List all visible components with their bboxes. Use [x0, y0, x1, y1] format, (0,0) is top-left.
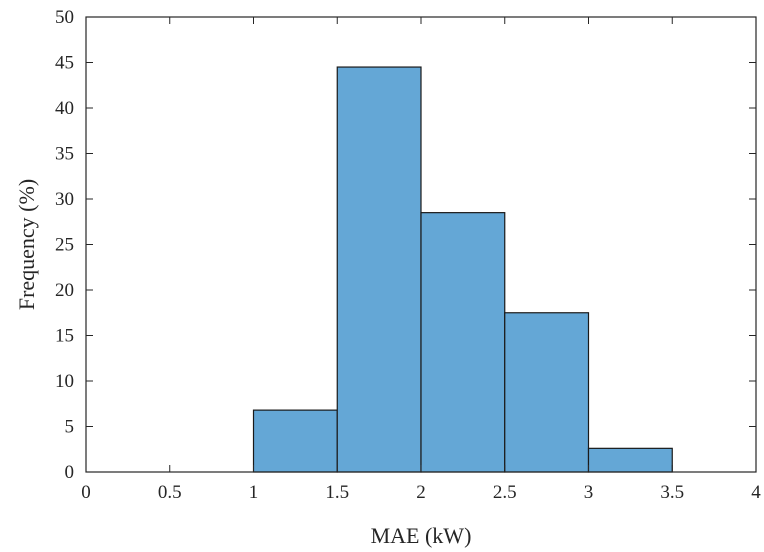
y-tick-label: 45: [55, 53, 74, 74]
x-tick-label: 1.5: [325, 482, 349, 503]
histogram-bar: [587, 447, 673, 473]
histogram-bar: [504, 312, 590, 473]
x-axis-label: MAE (kW): [371, 523, 472, 548]
y-tick-label: 5: [65, 417, 75, 438]
y-tick-label: 20: [55, 280, 74, 301]
y-tick-label: 25: [55, 235, 74, 256]
y-tick-label: 0: [65, 462, 75, 483]
y-tick-label: 35: [55, 144, 74, 165]
y-tick-label: 30: [55, 189, 74, 210]
x-tick-label: 4: [751, 482, 761, 503]
x-tick-label: 0: [81, 482, 91, 503]
x-tick-label: 1: [249, 482, 259, 503]
x-tick-label: 3: [584, 482, 594, 503]
y-tick-label: 40: [55, 98, 74, 119]
x-axis-ticks: 0 0.5 1 1.5 2 2.5 3 3.5 4: [81, 17, 761, 503]
x-tick-label: 0.5: [158, 482, 182, 503]
y-tick-label: 15: [55, 326, 74, 347]
y-axis-label: Frequency (%): [14, 179, 39, 310]
histogram-bar: [336, 66, 422, 473]
x-tick-label: 3.5: [660, 482, 684, 503]
histogram-bar: [252, 409, 338, 473]
y-tick-label: 50: [55, 7, 74, 28]
y-tick-label: 10: [55, 371, 74, 392]
x-tick-label: 2.5: [493, 482, 517, 503]
x-tick-label: 2: [416, 482, 426, 503]
histogram-bar: [420, 212, 506, 473]
histogram-bars: [252, 66, 673, 473]
y-axis-ticks: 0 5 10 15 20 25 30 35 40 45 50: [55, 7, 756, 483]
